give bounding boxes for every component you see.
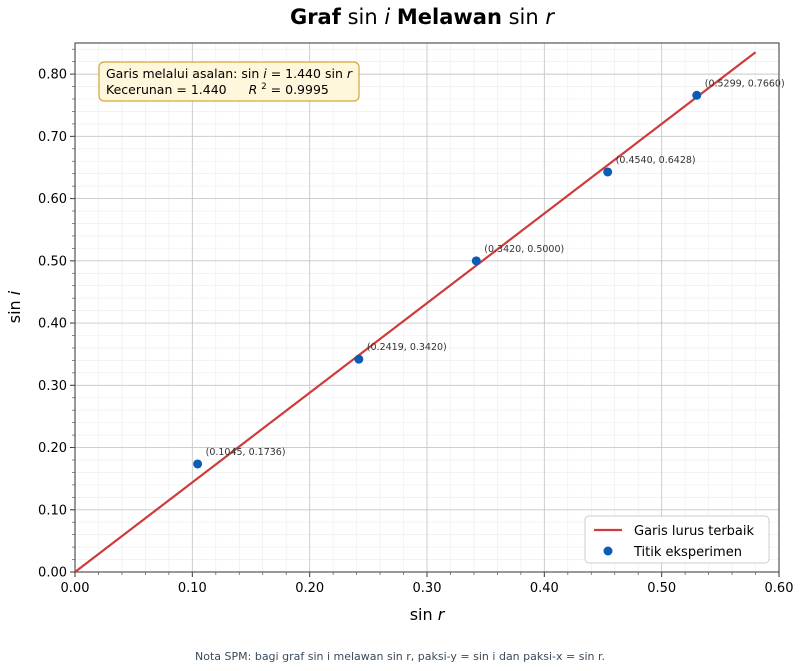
annotation-box: Garis melalui asalan: sin i = 1.440 sin … (98, 61, 360, 102)
annotation-line-1: Garis melalui asalan: sin i = 1.440 sin … (106, 66, 353, 81)
y-tick-label: 0.80 (38, 68, 67, 83)
legend-entry-points: Titik eksperimen (633, 545, 742, 560)
x-tick-label: 0.00 (61, 581, 90, 596)
series-layer: (0.1045, 0.1736) (0.2419, 0.3420) (0.3420,… (74, 51, 785, 573)
y-tick-label: 0.30 (38, 379, 67, 394)
y-tick-label: 0.50 (38, 254, 67, 269)
annotation-line-2: Kecerunan = 1.440 R 2 = 0.9995 (106, 77, 329, 97)
chart-title: Graf sin i Melawan sin r (290, 5, 555, 29)
data-point (603, 167, 613, 177)
data-point (471, 256, 481, 266)
y-tick-label: 0.00 (38, 566, 67, 581)
y-tick-label: 0.60 (38, 192, 67, 207)
chart-title-part: sin (348, 5, 378, 29)
grid-lines (74, 43, 780, 573)
x-tick-label: 0.40 (530, 581, 559, 596)
x-tick-label: 0.20 (295, 581, 324, 596)
y-axis-label: sin i (5, 290, 24, 323)
legend-entry-line: Garis lurus terbaik (634, 524, 755, 539)
chart-title-part: sin (509, 5, 539, 29)
data-point-label: (0.4540, 0.6428) (616, 155, 696, 166)
chart-title-part: i (384, 5, 390, 29)
data-point (354, 354, 364, 364)
y-tick-label: 0.70 (38, 130, 67, 145)
x-tick-label: 0.10 (178, 581, 207, 596)
y-tick-label: 0.10 (38, 503, 67, 518)
x-tick-label: 0.50 (647, 581, 676, 596)
chart-title-part: r (545, 5, 555, 29)
data-point (193, 459, 203, 469)
x-tick-label: 0.30 (413, 581, 442, 596)
data-point-label: (0.5299, 0.7660) (705, 78, 785, 89)
y-tick-label: 0.20 (38, 441, 67, 456)
data-point (692, 90, 702, 100)
footnote: Nota SPM: bagi graf sin i melawan sin r,… (195, 650, 605, 663)
chart-title-part: Melawan (397, 5, 502, 29)
legend: Garis lurus terbaik Titik eksperimen (584, 515, 770, 564)
x-tick-label: 0.60 (765, 581, 794, 596)
tick-labels: 0.00 0.10 0.20 0.30 0.40 0.50 0.60 0.00 0.10 0.20… (38, 68, 793, 596)
chart-title-part: Graf (290, 5, 342, 29)
data-point-label: (0.1045, 0.1736) (206, 447, 286, 458)
data-point-label: (0.2419, 0.3420) (367, 342, 447, 353)
legend-marker-swatch (603, 546, 613, 556)
x-axis-label: sin r (410, 605, 446, 624)
best-fit-line (74, 51, 757, 573)
axes (70, 42, 780, 577)
y-tick-label: 0.40 (38, 317, 67, 332)
data-point-label: (0.3420, 0.5000) (484, 244, 564, 255)
